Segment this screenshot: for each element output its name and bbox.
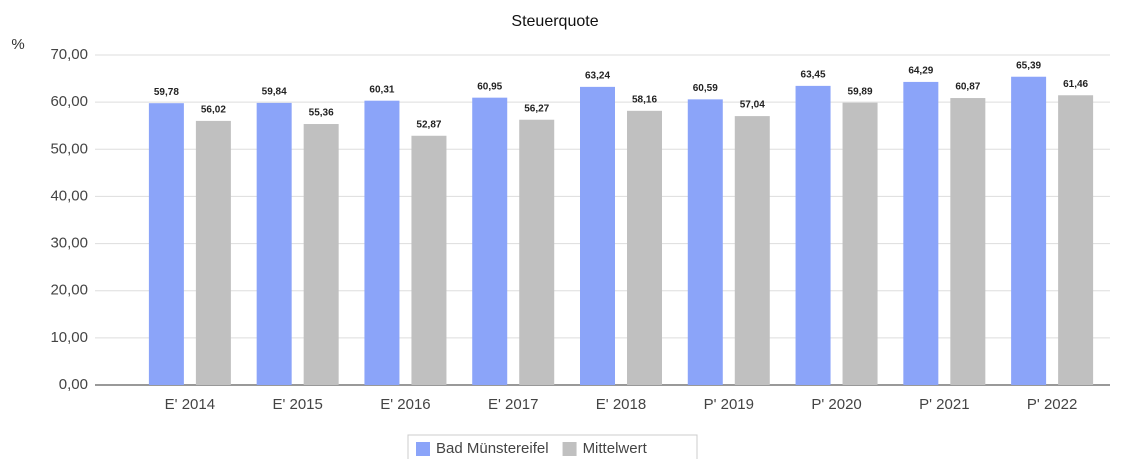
value-label: 58,16 [632,94,657,105]
x-tick-label: P' 2022 [1027,396,1077,413]
bar [687,99,723,386]
value-label: 60,95 [477,81,502,92]
bar [148,103,184,386]
value-label: 64,29 [908,66,933,77]
legend-swatch [416,442,430,456]
bar [950,98,986,385]
x-tick-label: E' 2018 [596,396,646,413]
x-tick-label: P' 2021 [919,396,969,413]
value-label: 60,59 [693,83,718,94]
y-tick-label: 10,00 [50,329,88,346]
value-label: 60,87 [955,82,980,93]
y-tick-label: 30,00 [50,235,88,252]
bar [627,110,662,386]
value-label: 60,31 [369,84,394,95]
y-axis-label: % [11,36,24,53]
y-tick-label: 20,00 [50,282,88,299]
y-tick-label: 70,00 [50,46,88,63]
value-label: 56,02 [201,105,226,116]
x-tick-label: P' 2019 [704,396,754,413]
bar [411,135,447,385]
value-label: 52,87 [416,119,441,130]
value-label: 63,24 [585,71,610,82]
y-tick-label: 0,00 [59,376,88,393]
bar [1058,95,1094,385]
value-label: 65,39 [1016,60,1041,71]
x-tick-label: P' 2020 [811,396,861,413]
legend-swatch [562,442,577,456]
bar [472,97,508,386]
value-label: 61,46 [1063,79,1088,90]
bar [195,120,231,386]
y-tick-label: 50,00 [50,140,88,157]
bar [795,85,831,385]
value-label: 59,84 [262,87,287,98]
legend-label: Bad Münstereifel [436,440,549,457]
value-label: 59,78 [154,87,179,98]
chart-title: Steuerquote [511,13,598,30]
value-label: 55,36 [309,108,334,119]
x-tick-label: E' 2017 [488,396,538,413]
bar [303,124,339,385]
bar [519,119,555,385]
bar [1011,76,1047,386]
bar [580,86,615,386]
value-label: 63,45 [801,70,826,81]
bar [842,102,878,385]
bar [256,102,292,385]
y-tick-label: 40,00 [50,187,88,204]
value-label: 56,27 [524,103,549,114]
bar [734,116,770,386]
value-label: 57,04 [740,100,765,111]
x-tick-label: E' 2015 [272,396,322,413]
y-tick-label: 60,00 [50,93,88,110]
bar [364,100,400,385]
legend-box [407,434,698,459]
x-tick-label: E' 2014 [165,396,215,413]
bar [903,81,939,385]
x-tick-label: E' 2016 [380,396,430,413]
legend-label: Mittelwert [583,440,648,457]
value-label: 59,89 [848,86,873,97]
